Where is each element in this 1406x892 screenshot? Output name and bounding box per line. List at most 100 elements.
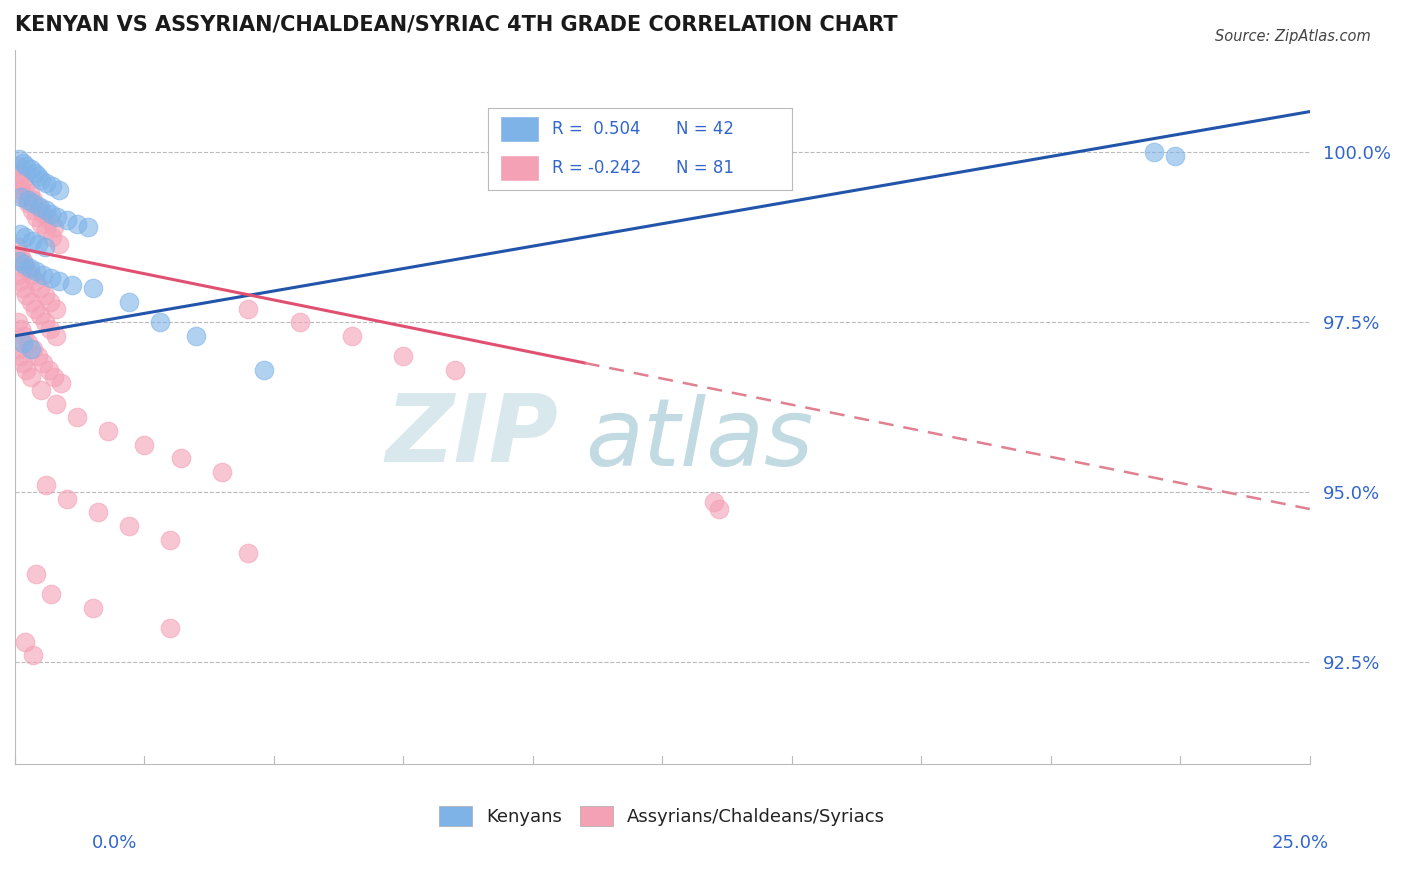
Point	[45, 397, 67, 411]
Point	[14, 179, 37, 194]
Point	[35, 203, 58, 218]
Point	[8, 172, 31, 186]
Point	[48, 275, 70, 289]
Point	[39, 294, 62, 309]
Point	[8, 275, 31, 289]
Point	[13, 189, 35, 203]
Point	[20, 268, 42, 282]
Point	[97, 424, 120, 438]
Point	[10, 322, 32, 336]
Point	[27, 200, 49, 214]
Point	[34, 240, 56, 254]
Point	[30, 172, 52, 186]
Point	[13, 257, 35, 271]
Point	[20, 162, 42, 177]
Point	[22, 196, 45, 211]
Point	[211, 465, 233, 479]
Point	[42, 220, 65, 235]
Point	[24, 264, 46, 278]
Point	[7, 268, 30, 282]
Point	[27, 349, 49, 363]
Legend: Kenyans, Assyrians/Chaldeans/Syriacs: Kenyans, Assyrians/Chaldeans/Syriacs	[440, 806, 886, 826]
Point	[60, 277, 83, 292]
Point	[39, 271, 62, 285]
Point	[24, 166, 46, 180]
Text: Source: ZipAtlas.com: Source: ZipAtlas.com	[1215, 29, 1371, 44]
Point	[39, 206, 62, 220]
Point	[444, 363, 467, 377]
Point	[288, 315, 311, 329]
Point	[41, 179, 63, 194]
Point	[236, 546, 259, 560]
Point	[15, 159, 38, 173]
Point	[20, 234, 42, 248]
Text: 0.0%: 0.0%	[91, 834, 136, 852]
Point	[20, 369, 42, 384]
Point	[17, 196, 39, 211]
Point	[41, 230, 63, 244]
Point	[11, 254, 34, 268]
Point	[76, 220, 98, 235]
Point	[82, 600, 104, 615]
Point	[24, 210, 46, 224]
Text: 25.0%: 25.0%	[1271, 834, 1329, 852]
Point	[34, 288, 56, 302]
Point	[20, 294, 42, 309]
Y-axis label: 4th Grade: 4th Grade	[0, 368, 7, 446]
Point	[8, 227, 31, 241]
Point	[48, 237, 70, 252]
Point	[35, 478, 58, 492]
Point	[28, 281, 51, 295]
Point	[7, 315, 30, 329]
Point	[32, 206, 55, 220]
Point	[24, 301, 46, 316]
Point	[38, 363, 60, 377]
Point	[252, 363, 274, 377]
Point	[14, 634, 37, 648]
Point	[20, 203, 42, 218]
Point	[118, 519, 141, 533]
Point	[30, 383, 52, 397]
Point	[42, 369, 65, 384]
Point	[28, 309, 51, 323]
Point	[1164, 149, 1187, 163]
Text: atlas: atlas	[585, 393, 813, 484]
Point	[32, 356, 55, 370]
Point	[13, 328, 35, 343]
Point	[159, 533, 181, 547]
Point	[8, 254, 31, 268]
Text: KENYAN VS ASSYRIAN/CHALDEAN/SYRIAC 4TH GRADE CORRELATION CHART: KENYAN VS ASSYRIAN/CHALDEAN/SYRIAC 4TH G…	[15, 15, 897, 35]
Point	[30, 217, 52, 231]
Point	[1143, 145, 1166, 160]
Point	[18, 260, 41, 275]
Point	[49, 376, 72, 391]
Point	[27, 237, 49, 252]
Point	[170, 451, 193, 466]
Point	[34, 315, 56, 329]
Point	[39, 587, 62, 601]
Point	[15, 363, 38, 377]
Point	[10, 183, 32, 197]
Point	[340, 328, 363, 343]
Point	[10, 189, 32, 203]
Point	[22, 648, 45, 662]
Point	[39, 322, 62, 336]
Point	[11, 155, 34, 169]
Point	[32, 268, 55, 282]
Point	[186, 328, 208, 343]
Point	[392, 349, 415, 363]
Point	[14, 230, 37, 244]
Point	[46, 210, 69, 224]
Point	[48, 183, 70, 197]
Point	[66, 410, 89, 425]
Point	[35, 223, 58, 237]
Point	[11, 172, 34, 186]
Point	[8, 166, 31, 180]
Point	[24, 275, 46, 289]
Point	[56, 491, 79, 506]
Point	[24, 566, 46, 581]
Point	[22, 193, 45, 207]
Point	[134, 437, 156, 451]
Point	[8, 247, 31, 261]
Point	[45, 328, 67, 343]
